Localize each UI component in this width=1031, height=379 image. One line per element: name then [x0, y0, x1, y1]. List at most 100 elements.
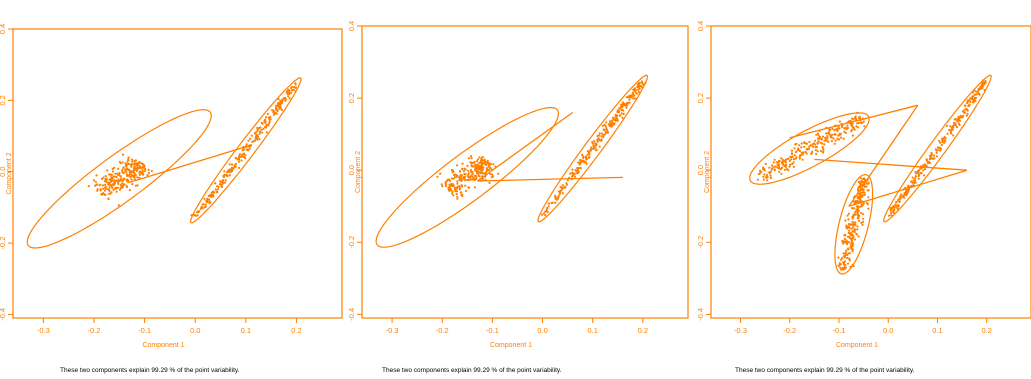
- data-point: [856, 217, 859, 220]
- data-point: [829, 135, 833, 139]
- data-point: [640, 80, 644, 83]
- data-point: [932, 154, 936, 157]
- data-point: [760, 170, 763, 173]
- data-point: [948, 128, 951, 132]
- data-point: [792, 161, 795, 164]
- data-point: [815, 153, 818, 156]
- data-point: [571, 168, 574, 171]
- data-point: [579, 167, 583, 170]
- data-point: [608, 120, 612, 123]
- data-point: [621, 104, 624, 107]
- data-point: [638, 84, 641, 87]
- data-point: [857, 121, 860, 124]
- data-point: [291, 85, 294, 88]
- data-point: [601, 124, 605, 127]
- data-point: [923, 174, 926, 177]
- data-point: [784, 161, 788, 164]
- data-point: [977, 88, 980, 91]
- data-point: [817, 134, 820, 137]
- data-point: [851, 117, 854, 120]
- data-point: [956, 126, 959, 129]
- data-point: [130, 163, 133, 166]
- data-point: [984, 80, 987, 83]
- data-point: [590, 147, 593, 151]
- data-point: [847, 241, 851, 244]
- data-point: [938, 139, 941, 142]
- data-point: [855, 122, 859, 125]
- data-point: [294, 90, 297, 93]
- data-point: [952, 134, 955, 137]
- data-point: [453, 176, 456, 179]
- data-point: [103, 193, 106, 196]
- data-point: [634, 91, 637, 94]
- data-point: [971, 98, 975, 101]
- data-point: [632, 97, 635, 100]
- data-point: [456, 164, 459, 167]
- data-point: [618, 114, 621, 117]
- data-point: [102, 176, 105, 179]
- data-point: [576, 171, 580, 175]
- data-point: [853, 224, 856, 227]
- data-point: [791, 155, 794, 158]
- data-point: [588, 150, 591, 153]
- data-point: [860, 221, 863, 224]
- data-point: [124, 168, 127, 171]
- data-point: [966, 112, 969, 115]
- data-point: [849, 243, 852, 246]
- data-point: [210, 195, 213, 198]
- data-point: [111, 179, 114, 182]
- data-point: [606, 130, 609, 133]
- data-point: [122, 167, 125, 170]
- data-point: [768, 166, 771, 169]
- data-point: [766, 176, 769, 179]
- data-point: [107, 183, 110, 186]
- data-point: [800, 142, 803, 145]
- data-point: [242, 155, 245, 158]
- data-point: [131, 183, 134, 186]
- data-point: [96, 188, 99, 191]
- data-point: [843, 260, 847, 263]
- data-point: [117, 179, 120, 183]
- plot-area: [749, 74, 992, 275]
- data-point: [564, 186, 567, 189]
- data-point: [824, 137, 827, 140]
- data-point: [841, 239, 844, 242]
- data-point: [279, 102, 282, 105]
- data-point: [939, 141, 942, 144]
- data-point: [109, 180, 112, 183]
- data-point: [903, 192, 906, 196]
- data-point: [927, 161, 930, 165]
- data-point: [450, 182, 453, 185]
- x-tick-label: 0.0: [190, 326, 200, 335]
- y-tick-label: -0.2: [0, 237, 7, 250]
- data-point: [903, 196, 906, 199]
- data-point: [963, 111, 966, 114]
- data-point: [914, 179, 917, 183]
- data-point: [440, 183, 443, 186]
- data-point: [219, 180, 222, 183]
- cluster-ellipse: [883, 74, 992, 223]
- y-tick-label: -0.2: [347, 236, 356, 249]
- data-point: [843, 237, 847, 241]
- data-point: [244, 154, 247, 157]
- y-tick-label: 0.2: [347, 93, 356, 103]
- data-point: [467, 157, 470, 160]
- data-point: [820, 138, 824, 141]
- data-point: [227, 169, 230, 172]
- data-point: [889, 207, 892, 210]
- cluster-link: [476, 111, 574, 182]
- data-point: [863, 193, 866, 196]
- data-point: [943, 135, 946, 139]
- plot-frame: [710, 25, 1031, 319]
- data-point: [480, 169, 483, 172]
- data-point: [811, 143, 814, 146]
- data-point: [100, 193, 103, 196]
- data-point: [233, 164, 236, 167]
- data-point: [600, 135, 603, 138]
- data-point: [547, 205, 550, 208]
- data-point: [945, 124, 949, 127]
- data-point: [605, 127, 608, 130]
- data-point: [439, 172, 442, 175]
- data-point: [272, 111, 275, 114]
- data-point: [789, 163, 792, 166]
